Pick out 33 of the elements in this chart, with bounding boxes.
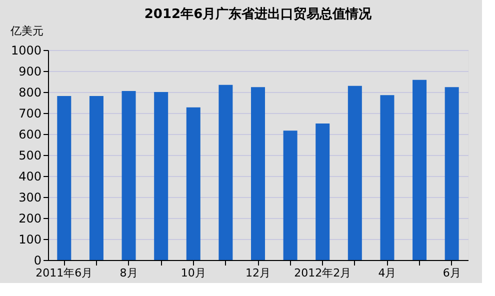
chart-title: 2012年6月广东省进出口贸易总值情况 xyxy=(144,6,373,22)
y-tick-label: 0 xyxy=(34,254,42,268)
bar xyxy=(348,86,362,260)
y-tick-label: 500 xyxy=(18,148,42,162)
y-tick-label: 100 xyxy=(18,232,42,246)
bar xyxy=(218,84,233,260)
y-tick-label: 1000 xyxy=(10,44,42,58)
bar xyxy=(57,96,72,260)
y-tick-label: 700 xyxy=(18,106,42,120)
bar xyxy=(251,87,265,260)
bar xyxy=(380,95,394,260)
y-tick-label: 400 xyxy=(18,170,42,184)
bar xyxy=(89,96,104,260)
y-tick-label: 800 xyxy=(18,86,42,100)
x-tick-label: 12月 xyxy=(246,266,270,280)
bar xyxy=(154,92,168,260)
y-axis-title: 亿美元 xyxy=(10,24,44,38)
bar xyxy=(122,90,136,260)
bar xyxy=(412,80,427,260)
bar xyxy=(186,107,200,260)
y-tick-label: 600 xyxy=(18,128,42,142)
x-tick-label: 8月 xyxy=(120,266,138,280)
bar xyxy=(444,87,459,260)
y-tick-label: 900 xyxy=(18,64,42,78)
bar xyxy=(283,130,298,260)
x-tick-label: 2011年6月 xyxy=(36,266,93,280)
bar xyxy=(316,124,330,260)
x-tick-label: 2012年2月 xyxy=(294,266,352,280)
y-tick-label: 200 xyxy=(18,212,42,226)
y-tick-label: 300 xyxy=(18,190,42,204)
x-tick-label: 10月 xyxy=(180,266,206,280)
x-tick-label: 6月 xyxy=(442,266,461,280)
x-tick-label: 4月 xyxy=(378,266,396,280)
